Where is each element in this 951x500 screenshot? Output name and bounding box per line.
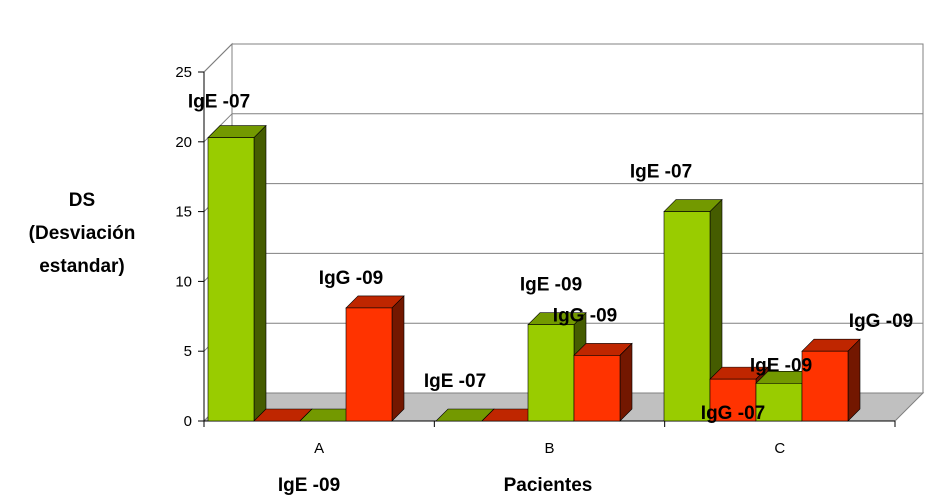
x-tick-labels: A B C bbox=[314, 440, 785, 457]
x-tick-label: C bbox=[774, 440, 785, 457]
y-axis-title-line: DS bbox=[69, 190, 95, 211]
data-label: IgG -07 bbox=[701, 403, 765, 424]
bar bbox=[573, 342, 633, 422]
y-axis-title-line: estandar) bbox=[39, 256, 125, 277]
data-label: IgE -07 bbox=[188, 92, 250, 113]
x-axis-title: Pacientes bbox=[504, 475, 593, 496]
y-tick-label: 5 bbox=[184, 343, 192, 360]
y-axis-title: DS (Desviación estandar) bbox=[29, 190, 136, 277]
data-label: IgG -09 bbox=[319, 268, 383, 289]
bar bbox=[207, 124, 267, 422]
gridline-side bbox=[203, 43, 233, 73]
bar bbox=[663, 198, 723, 422]
data-label: IgE -07 bbox=[630, 162, 692, 183]
data-label: IgE -09 bbox=[278, 475, 340, 496]
data-labels: IgE -07 IgE -09 IgG -09 IgE -07 IgE -09 IgG -… bbox=[188, 92, 913, 496]
x-tick-label: A bbox=[314, 440, 324, 457]
y-tick-labels: 0 5 10 15 20 25 bbox=[175, 64, 192, 430]
x-tick-label: B bbox=[544, 440, 554, 457]
bars bbox=[207, 124, 861, 422]
y-axis-title-line: (Desviación bbox=[29, 223, 136, 244]
data-label: IgE -09 bbox=[750, 355, 812, 376]
y-tick-label: 20 bbox=[175, 134, 192, 151]
y-tick-label: 10 bbox=[175, 273, 192, 290]
bar bbox=[801, 338, 861, 422]
y-tick-label: 0 bbox=[184, 413, 192, 430]
data-label: IgE -07 bbox=[424, 371, 486, 392]
data-label: IgE -09 bbox=[520, 275, 582, 296]
data-label: IgG -09 bbox=[849, 311, 913, 332]
bar bbox=[345, 295, 405, 422]
y-tick-label: 25 bbox=[175, 64, 192, 81]
data-label: IgG -09 bbox=[553, 305, 617, 326]
y-tick-label: 15 bbox=[175, 204, 192, 221]
axis-titles: Pacientes DS (Desviación estandar) bbox=[29, 190, 593, 496]
